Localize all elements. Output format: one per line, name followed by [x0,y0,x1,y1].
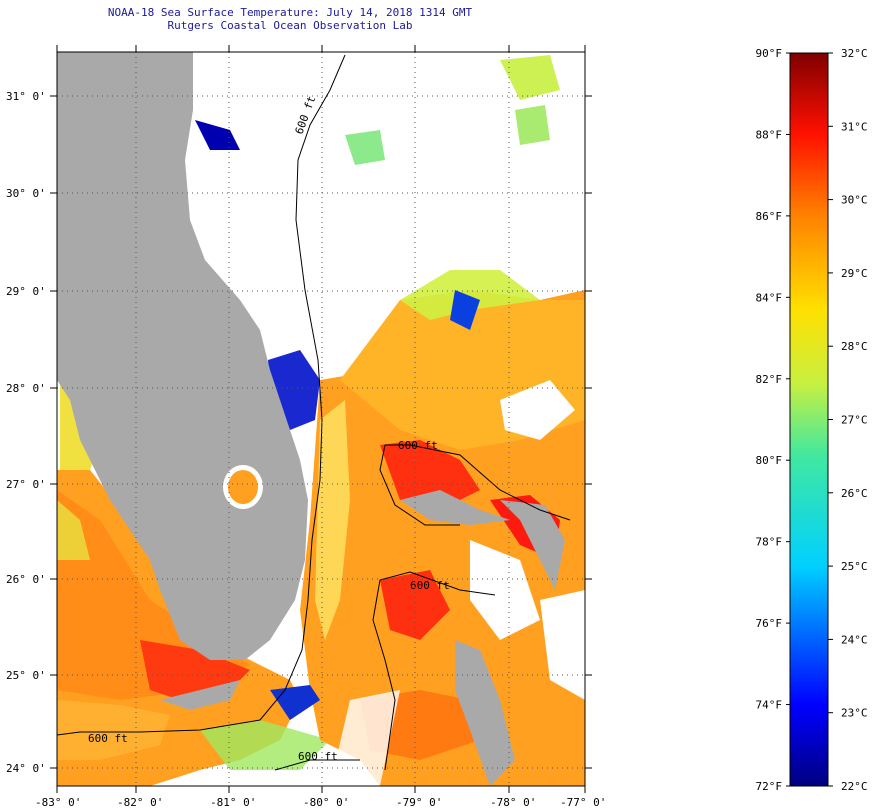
colorbar-f-label: 78°F [756,536,783,549]
colorbar-c-label: 30°C [841,194,868,207]
florida-keys-land [160,680,240,710]
colorbar-f-label: 86°F [756,210,783,223]
contour-label-keys: 600 ft [298,750,338,763]
map-subtitle: Rutgers Coastal Ocean Observation Lab [167,19,413,32]
colorbar-c-label: 22°C [841,780,868,793]
bahama-bank-hot-north [380,440,480,510]
isobath-contours [57,54,571,771]
axis-ticks [50,45,592,793]
colorbar-f-label: 84°F [756,291,783,304]
cloud-patch-2 [500,380,575,440]
colorbar-c-label: 27°C [841,414,868,427]
cloud-patch-1 [330,690,400,786]
color-bar-celsius-labels: 32°C 31°C 30°C 29°C 28°C 27°C 26°C 25°C 24°C 23°C… [841,47,868,793]
lon-label: -83° 0' [35,796,81,809]
grand-bahama-land [400,490,510,525]
lat-label: 31° 0' [6,90,46,103]
atlantic-green-band [400,270,540,320]
color-bar [789,52,829,787]
lon-label: -77° 0' [560,796,606,809]
georgia-land [57,52,180,260]
north-yellow-speck [500,55,560,100]
colorbar-f-label: 74°F [756,699,783,712]
contour-label-bank: 600 ft [398,439,438,452]
color-bar-ticks [786,52,833,787]
bank-hot-south [380,570,450,640]
lon-label: -78° 0' [490,796,536,809]
andros-land [455,640,515,786]
colorbar-f-label: 88°F [756,128,783,141]
north-green-speck [345,130,385,165]
keys-green-water [200,720,330,770]
lat-label: 29° 0' [6,285,46,298]
contour-label-south: 600 ft [410,579,450,592]
colorbar-c-label: 23°C [841,707,868,720]
lake-okeechobee [228,470,258,504]
cool-patch-atlantic [450,290,480,330]
lat-label: 30° 0' [6,187,46,200]
colorbar-f-label: 80°F [756,454,783,467]
map-frame [56,51,586,787]
sst-layer [57,52,585,786]
colorbar-c-label: 31°C [841,120,868,133]
lon-label: -79° 0' [396,796,442,809]
lon-label: -81° 0' [210,796,256,809]
lat-label: 27° 0' [6,478,46,491]
cloud-patch-3 [470,540,540,640]
gulf-yellow-patch [57,500,90,560]
contour-label-gulf: 600 ft [88,732,128,745]
lat-label: 28° 0' [6,382,46,395]
colorbar-c-label: 25°C [841,560,868,573]
lon-label: -82° 0' [117,796,163,809]
lon-label: -80° 0' [303,796,349,809]
colorbar-f-label: 76°F [756,617,783,630]
color-bar-fahrenheit-labels: 90°F 88°F 86°F 84°F 82°F 80°F 78°F 76°F 74°F 72°F [756,47,783,793]
lat-label: 26° 0' [6,573,46,586]
abaco-land [500,500,565,590]
lat-label: 24° 0' [6,762,46,775]
colorbar-c-label: 24°C [841,633,868,646]
graticule [57,52,585,786]
map-title: NOAA-18 Sea Surface Temperature: July 14… [107,6,473,19]
colorbar-f-label: 90°F [756,47,783,60]
florida-current-yellow [315,400,350,640]
north-green-speck-2 [515,105,550,145]
colorbar-c-label: 26°C [841,487,868,500]
lat-label: 25° 0' [6,669,46,682]
colorbar-c-label: 28°C [841,340,868,353]
colorbar-f-label: 82°F [756,373,783,386]
colorbar-f-label: 72°F [756,780,783,793]
colorbar-c-label: 29°C [841,267,868,280]
colorbar-c-label: 32°C [841,47,868,60]
gulf-south-orange [57,700,170,760]
cloud-patch-4 [540,590,585,700]
